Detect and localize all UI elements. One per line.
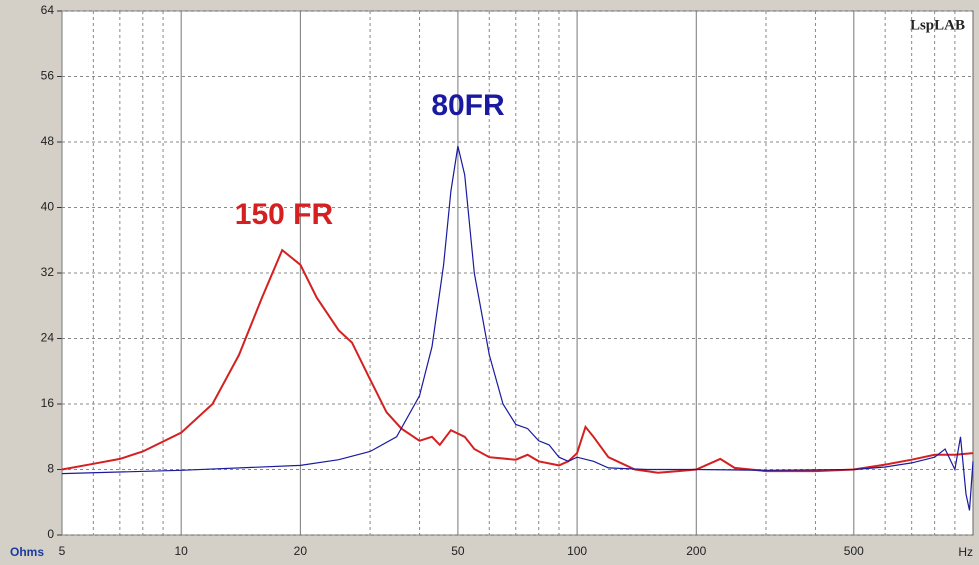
y-axis-label: Ohms — [10, 545, 44, 559]
y-tick-label: 24 — [41, 331, 55, 345]
series-line — [61, 145, 974, 511]
x-tick-label: 5 — [59, 544, 66, 558]
y-tick-label: 48 — [41, 134, 55, 148]
y-tick-label: 8 — [47, 462, 54, 476]
watermark: LspLAB — [910, 17, 965, 33]
y-tick-label: 56 — [41, 69, 55, 83]
series-line — [61, 248, 974, 474]
y-tick-label: 16 — [41, 396, 55, 410]
x-tick-label: 200 — [686, 544, 706, 558]
x-tick-label: 50 — [451, 544, 465, 558]
x-tick-label: 500 — [844, 544, 864, 558]
y-tick-label: 64 — [41, 3, 55, 17]
series-label: 80FR — [431, 89, 505, 122]
y-tick-label: 40 — [41, 200, 55, 214]
x-tick-label: 20 — [294, 544, 308, 558]
x-axis-label: Hz — [958, 545, 973, 559]
x-tick-label: 10 — [175, 544, 189, 558]
y-tick-label: 32 — [41, 265, 55, 279]
x-tick-label: 100 — [567, 544, 587, 558]
series-label: 150 FR — [235, 198, 334, 231]
y-tick-label: 0 — [47, 527, 54, 541]
